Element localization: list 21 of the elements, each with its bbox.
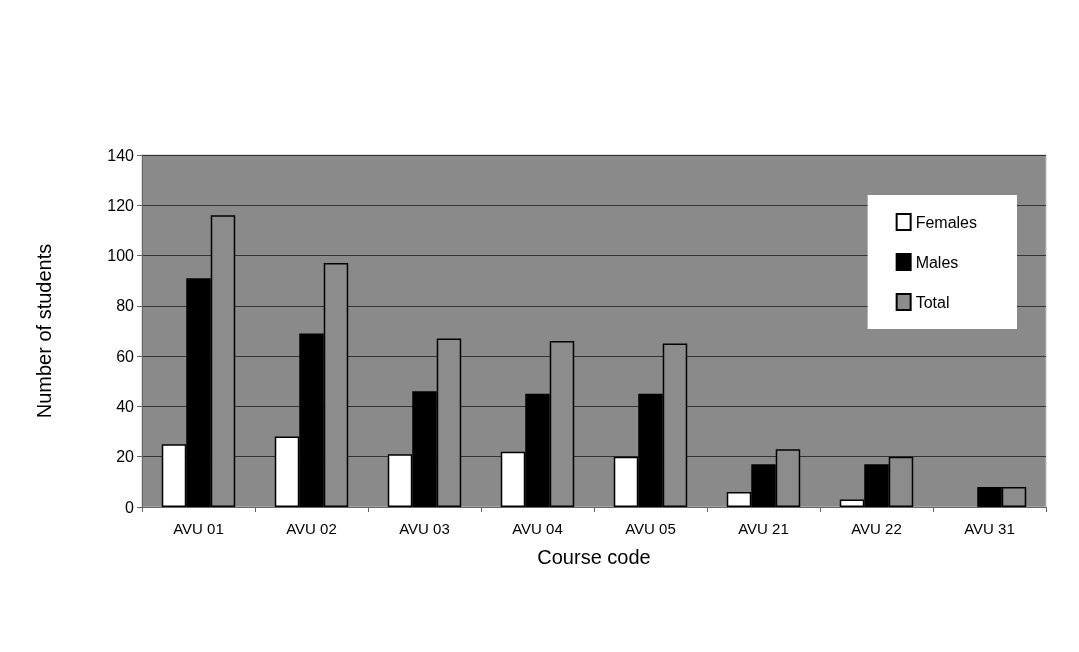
x-tick-label: AVU 03 bbox=[399, 520, 450, 537]
x-tick-label: AVU 04 bbox=[512, 520, 563, 537]
y-tick-label: 0 bbox=[125, 498, 135, 516]
y-tick-label: 100 bbox=[107, 247, 135, 265]
x-tick-label: AVU 22 bbox=[851, 520, 902, 537]
legend-label: Females bbox=[915, 213, 978, 231]
y-tick-label: 140 bbox=[107, 146, 135, 164]
x-tick-label: AVU 21 bbox=[738, 520, 789, 537]
legend-label: Males bbox=[915, 253, 959, 271]
x-tick-label: AVU 01 bbox=[173, 520, 224, 537]
y-tick-label: 60 bbox=[116, 347, 135, 365]
x-tick-label: AVU 02 bbox=[286, 520, 337, 537]
y-tick-label: 120 bbox=[107, 196, 135, 214]
x-tick-label: AVU 05 bbox=[625, 520, 676, 537]
y-axis-title: Number of students bbox=[33, 243, 55, 419]
x-axis-title: Course code bbox=[537, 546, 651, 568]
legend-label: Total bbox=[915, 293, 950, 311]
y-tick-label: 20 bbox=[116, 448, 135, 466]
y-tick-label: 40 bbox=[116, 397, 135, 415]
y-tick-label: 80 bbox=[116, 297, 135, 315]
x-tick-label: AVU 31 bbox=[964, 520, 1015, 537]
